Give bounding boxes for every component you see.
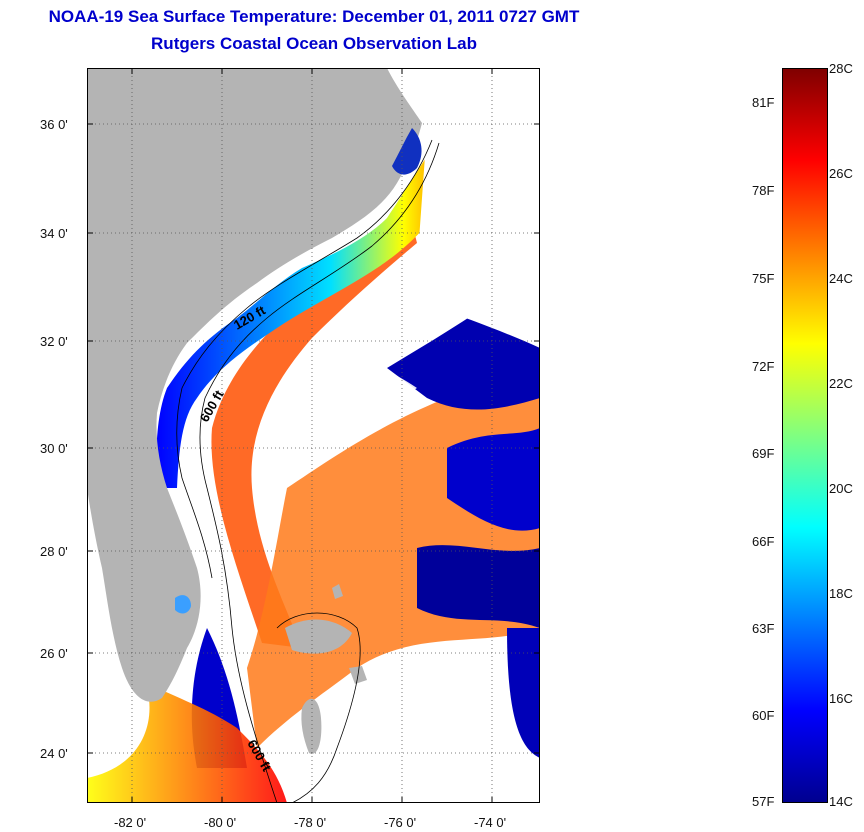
lat-tick-30: 30 0': [40, 441, 68, 456]
lat-tick-36: 36 0': [40, 117, 68, 132]
bahamas-island: [285, 619, 352, 654]
cloud-patch: [307, 355, 417, 405]
colorbar-label-14c: 14C: [829, 794, 853, 809]
colorbar-label-18c: 18C: [829, 586, 853, 601]
colorbar: [782, 68, 828, 803]
land-southeast-us: [87, 68, 422, 702]
lon-tick-76: -76 0': [384, 815, 417, 830]
lon-tick-82: -82 0': [114, 815, 147, 830]
contour-600ft: [199, 142, 440, 803]
colorbar-label-81f: 81F: [752, 95, 775, 110]
colorbar-label-72f: 72F: [752, 359, 775, 374]
map-subtitle: Rutgers Coastal Ocean Observation Lab: [151, 34, 477, 53]
lon-tick-74: -74 0': [474, 815, 507, 830]
coastal-cold-band: [156, 138, 447, 488]
colorbar-label-75f: 75F: [752, 271, 775, 286]
map-frame-ticks: [87, 68, 540, 803]
contour-120ft: [176, 139, 433, 579]
lat-tick-32: 32 0': [40, 334, 68, 349]
pamlico-sound: [392, 128, 422, 175]
colorbar-label-66f: 66F: [752, 534, 775, 549]
colorbar-label-24c: 24C: [829, 271, 853, 286]
lon-tick-78: -78 0': [294, 815, 327, 830]
colorbar-label-28c: 28C: [829, 61, 853, 76]
bahamas-island: [332, 584, 343, 599]
colorbar-label-16c: 16C: [829, 691, 853, 706]
colorbar-label-60f: 60F: [752, 708, 775, 723]
contour-bahamas: [276, 612, 361, 803]
map-gridlines: [87, 68, 540, 803]
lat-tick-28: 28 0': [40, 544, 68, 559]
bahamas-island: [301, 698, 322, 754]
map-title: NOAA-19 Sea Surface Temperature: Decembe…: [48, 7, 580, 26]
colorbar-label-22c: 22C: [829, 376, 853, 391]
colorbar-label-20c: 20C: [829, 481, 853, 496]
cold-water-patch: [417, 545, 540, 628]
cold-water-patch: [447, 428, 540, 531]
colorbar-label-57f: 57F: [752, 794, 775, 809]
sst-map: 120 ft 600 ft 600 ft: [87, 68, 540, 803]
cloud-patch: [87, 688, 150, 778]
lake-okeechobee: [175, 595, 191, 614]
lat-tick-24: 24 0': [40, 746, 68, 761]
lon-tick-80: -80 0': [204, 815, 237, 830]
gulf-stream-band: [211, 223, 417, 648]
cold-water-patch: [507, 628, 540, 758]
colorbar-label-63f: 63F: [752, 621, 775, 636]
colorbar-gradient: [782, 68, 828, 803]
lat-tick-26: 26 0': [40, 646, 68, 661]
cloud-patch: [413, 88, 540, 348]
lat-tick-34: 34 0': [40, 226, 68, 241]
colorbar-label-78f: 78F: [752, 183, 775, 198]
colorbar-label-26c: 26C: [829, 166, 853, 181]
map-frame: [87, 68, 540, 803]
colorbar-label-69f: 69F: [752, 446, 775, 461]
